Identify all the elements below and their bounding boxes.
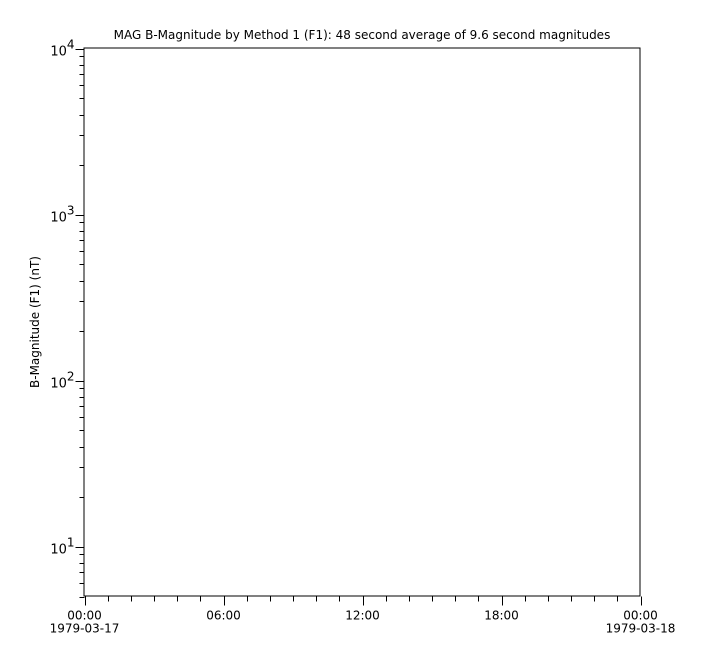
- x-tick-label: 00:00: [623, 609, 658, 623]
- x-tick-label: 00:00: [67, 609, 102, 623]
- x-tick-label: 06:00: [206, 609, 241, 623]
- x-tick-label: 18:00: [484, 609, 519, 623]
- x-tick-date-label: 1979-03-18: [606, 622, 676, 636]
- y-tick-label: 103: [50, 204, 74, 226]
- x-tick-date-label: 1979-03-17: [50, 622, 120, 636]
- y-tick-label: 101: [50, 536, 74, 558]
- y-tick-label: 102: [50, 370, 74, 392]
- chart-title: MAG B-Magnitude by Method 1 (F1): 48 sec…: [114, 28, 611, 42]
- y-axis-label: B-Magnitude (F1) (nT): [28, 256, 42, 388]
- y-tick-label: 104: [50, 38, 74, 60]
- plot-area: [83, 47, 641, 597]
- x-tick-label: 12:00: [345, 609, 380, 623]
